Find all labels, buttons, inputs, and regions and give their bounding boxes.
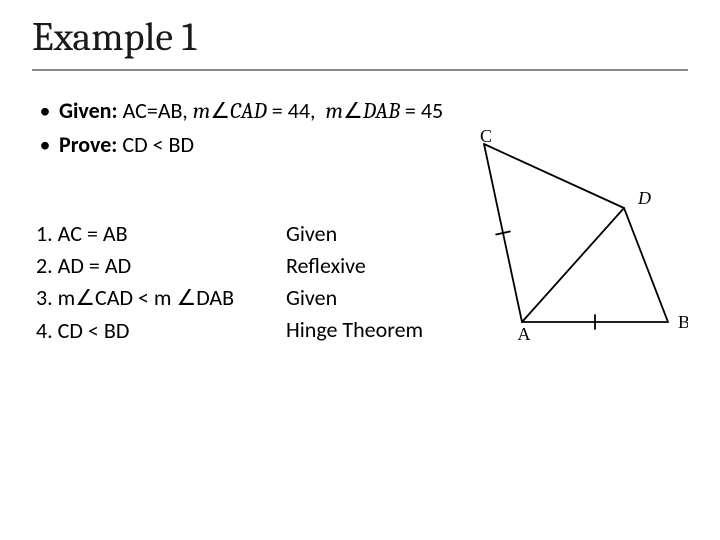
given-eq44: = 44, <box>272 97 316 124</box>
angle-icon: ∠ <box>343 98 363 124</box>
svg-text:D: D <box>637 188 651 208</box>
proof-statements: 1. AC = AB 2. AD = AD 3. m∠CAD < m ∠DAB … <box>36 218 286 347</box>
slide: Example 1 • Given: AC=AB, m∠CAD = 44, m∠… <box>0 0 720 540</box>
angle-icon: ∠ <box>176 285 196 311</box>
prove-label: Prove: <box>59 131 117 158</box>
statement-2: 2. AD = AD <box>36 250 286 282</box>
given-prove-block: • Given: AC=AB, m∠CAD = 44, m∠DAB = 45 •… <box>36 94 443 162</box>
angle-icon: ∠ <box>210 98 230 124</box>
statement-1: 1. AC = AB <box>36 218 286 250</box>
svg-text:A: A <box>518 324 531 344</box>
given-label: Given: <box>59 97 118 124</box>
bullet-icon: • <box>36 94 54 128</box>
angle-icon: ∠ <box>75 285 95 311</box>
statement-3: 3. m∠CAD < m ∠DAB <box>36 282 286 315</box>
triangle-diagram: C D A B <box>418 130 688 350</box>
bullet-icon: • <box>36 128 54 162</box>
given-m2: m <box>325 98 343 124</box>
prove-line: • Prove: CD < BD <box>36 128 443 162</box>
statement-4: 4. CD < BD <box>36 315 286 347</box>
given-line: • Given: AC=AB, m∠CAD = 44, m∠DAB = 45 <box>36 94 443 128</box>
given-cad: CAD <box>230 98 267 124</box>
svg-text:C: C <box>480 130 492 146</box>
given-m1: m <box>193 98 211 124</box>
given-ac-ab: AC=AB, <box>123 97 188 124</box>
diagram-svg: C D A B <box>418 130 688 350</box>
title-underline <box>32 69 688 71</box>
given-eq45: = 45 <box>405 97 443 124</box>
given-dab: DAB <box>363 98 400 124</box>
prove-text: CD < BD <box>122 131 194 158</box>
slide-title: Example 1 <box>32 14 196 60</box>
svg-text:B: B <box>678 312 688 332</box>
